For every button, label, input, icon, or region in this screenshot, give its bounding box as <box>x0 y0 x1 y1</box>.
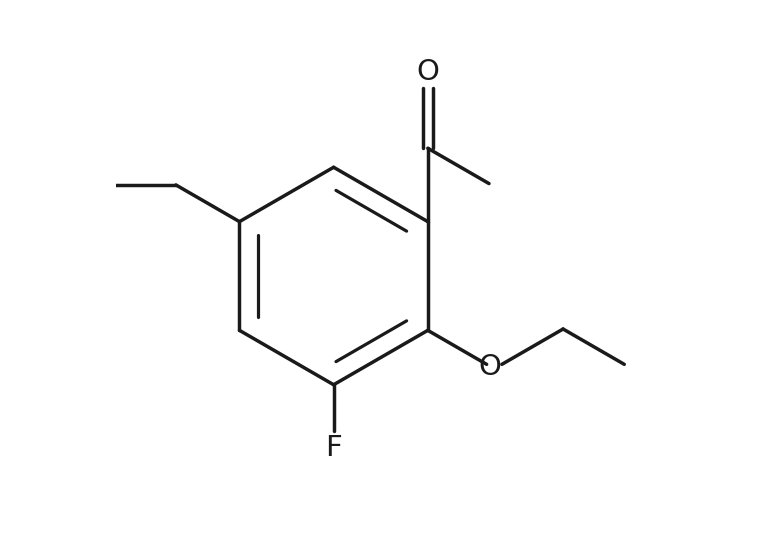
Text: O: O <box>417 58 439 86</box>
Text: F: F <box>325 434 342 463</box>
Text: O: O <box>478 353 501 381</box>
